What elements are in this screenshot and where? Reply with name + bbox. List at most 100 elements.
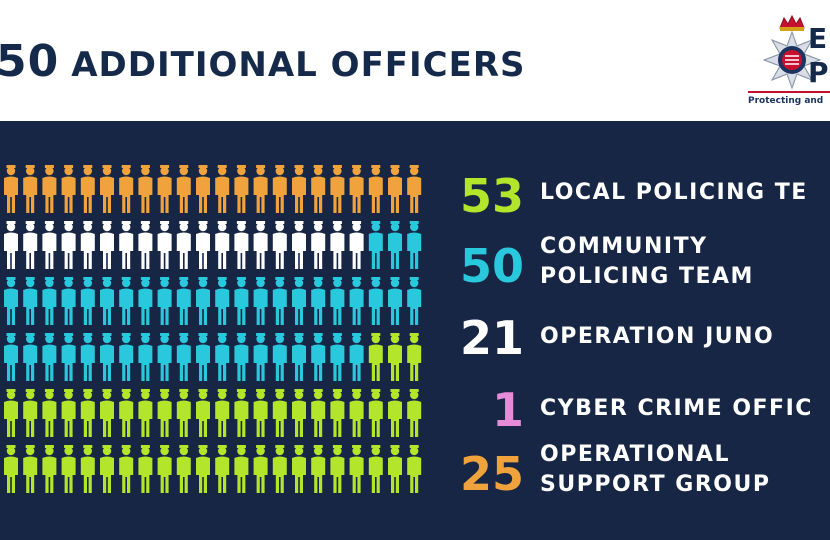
officer-figure [407, 165, 422, 213]
officer-figure [234, 221, 249, 269]
officer-figure [119, 221, 134, 269]
officer-figure [272, 389, 287, 437]
officer-figure [157, 221, 172, 269]
officer-figure [196, 277, 210, 325]
legend-label-line1: COMMUNITY [540, 234, 708, 259]
officer-figure [253, 221, 268, 269]
officer-figure [407, 445, 422, 493]
officer-figure [138, 221, 153, 269]
officer-figure [215, 277, 230, 325]
officer-figure [23, 165, 38, 213]
officer-figure [4, 277, 18, 325]
officer-figure [80, 333, 95, 381]
officer-figure [23, 333, 38, 381]
officer-figure [4, 333, 18, 381]
officer-figure [196, 389, 210, 437]
officer-figure [80, 445, 95, 493]
officer-figure [407, 221, 422, 269]
officer-figure [100, 445, 114, 493]
legend-label: LOCAL POLICING TE [540, 180, 808, 205]
officer-figure [176, 389, 191, 437]
officer-figure [388, 389, 402, 437]
officer-figure [157, 277, 172, 325]
officer-figure [253, 277, 268, 325]
officer-figure [272, 165, 287, 213]
logo-text-line1: E [808, 22, 828, 55]
legend-local-policing: 53 LOCAL POLICING TE [0, 169, 830, 229]
legend-label: OPERATION JUNO [540, 324, 775, 349]
officer-figure [196, 165, 210, 213]
officer-figure [330, 389, 345, 437]
officer-figure [234, 165, 249, 213]
officer-figure [368, 221, 383, 269]
officer-figure [292, 389, 306, 437]
legend-label-line2: SUPPORT GROUP [540, 472, 771, 497]
officer-figure [4, 389, 18, 437]
officer-figure [138, 277, 153, 325]
officer-figure [368, 165, 383, 213]
infographic-panel: 53 LOCAL POLICING TE 50 COMMUNITY POLICI… [0, 121, 830, 540]
officer-figure [80, 389, 95, 437]
officer-figure [80, 165, 95, 213]
officer-figure [119, 389, 134, 437]
officer-figure [234, 277, 249, 325]
officer-figure [349, 333, 364, 381]
police-star-badge-icon [762, 14, 822, 90]
legend-number: 53 [459, 169, 524, 223]
officer-figure [253, 445, 268, 493]
officer-figure [253, 333, 268, 381]
officer-figure [61, 333, 76, 381]
officer-figure [4, 445, 18, 493]
officer-figure [368, 333, 383, 381]
logo-text-line2: P [808, 56, 829, 89]
officer-figure [23, 221, 38, 269]
officer-figure [234, 445, 249, 493]
officer-figure [330, 277, 345, 325]
officer-figure [311, 277, 326, 325]
officer-figure [215, 333, 230, 381]
officer-figure [176, 333, 191, 381]
officer-figure [61, 221, 76, 269]
officer-figure [157, 333, 172, 381]
legend-label-line2: POLICING TEAM [540, 264, 754, 289]
legend-community-policing: 50 COMMUNITY POLICING TEAM [0, 233, 830, 293]
officer-figure [215, 445, 230, 493]
officer-figure [100, 165, 114, 213]
officer-figure [61, 277, 76, 325]
officer-figure [349, 221, 364, 269]
officer-figure [100, 277, 114, 325]
officer-figure [311, 165, 326, 213]
officer-figure [234, 389, 249, 437]
officer-figure [157, 165, 172, 213]
legend-cyber-crime: 1 CYBER CRIME OFFIC [0, 383, 830, 443]
officer-figure [368, 389, 383, 437]
officer-figure [42, 277, 57, 325]
officer-figure [138, 165, 153, 213]
officer-figure [176, 165, 191, 213]
officer-figure [292, 165, 306, 213]
title-text: ADDITIONAL OFFICERS [71, 45, 526, 85]
officer-figure [311, 445, 326, 493]
officer-figure [100, 221, 114, 269]
officer-figure [23, 389, 38, 437]
officer-figure [119, 277, 134, 325]
officer-figure [292, 277, 306, 325]
officer-figure [100, 333, 114, 381]
officer-figure [330, 333, 345, 381]
legend-number: 21 [459, 311, 524, 365]
officer-figure [215, 165, 230, 213]
officer-figure [349, 445, 364, 493]
officer-figure [4, 221, 18, 269]
officer-figure [61, 389, 76, 437]
officer-figure [4, 165, 18, 213]
officer-figure [388, 445, 402, 493]
officer-figure [119, 333, 134, 381]
officer-figure [234, 333, 249, 381]
officer-figure [215, 389, 230, 437]
officer-figure [157, 389, 172, 437]
officer-figure [80, 277, 95, 325]
officer-figure [349, 389, 364, 437]
officer-figure [388, 333, 402, 381]
officer-figure [253, 165, 268, 213]
officer-figure [196, 333, 210, 381]
